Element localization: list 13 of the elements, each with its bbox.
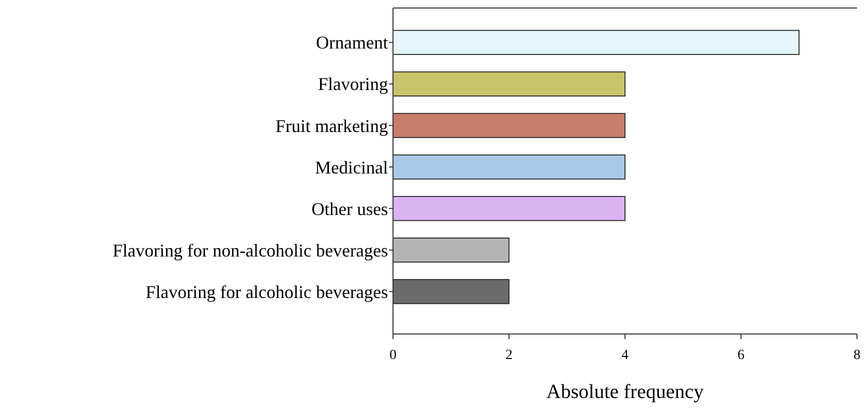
- y-tick-label: Fruit marketing: [276, 116, 388, 136]
- x-tick-label: 6: [738, 348, 744, 363]
- y-tick-label: Flavoring for non-alcoholic beverages: [112, 240, 388, 260]
- y-tick-label: Flavoring for alcoholic beverages: [146, 282, 388, 302]
- y-tick-label: Flavoring: [318, 74, 388, 94]
- x-tick-label: 8: [854, 348, 860, 363]
- y-tick-label: Ornament: [316, 32, 388, 53]
- y-tick-label: Medicinal: [315, 157, 388, 178]
- x-tick-label: 4: [622, 348, 628, 363]
- x-tick-label: 2: [506, 348, 512, 363]
- x-axis-title: Absolute frequency: [546, 381, 704, 403]
- x-tick-label: 0: [390, 348, 396, 363]
- y-tick-label: Other uses: [312, 198, 388, 219]
